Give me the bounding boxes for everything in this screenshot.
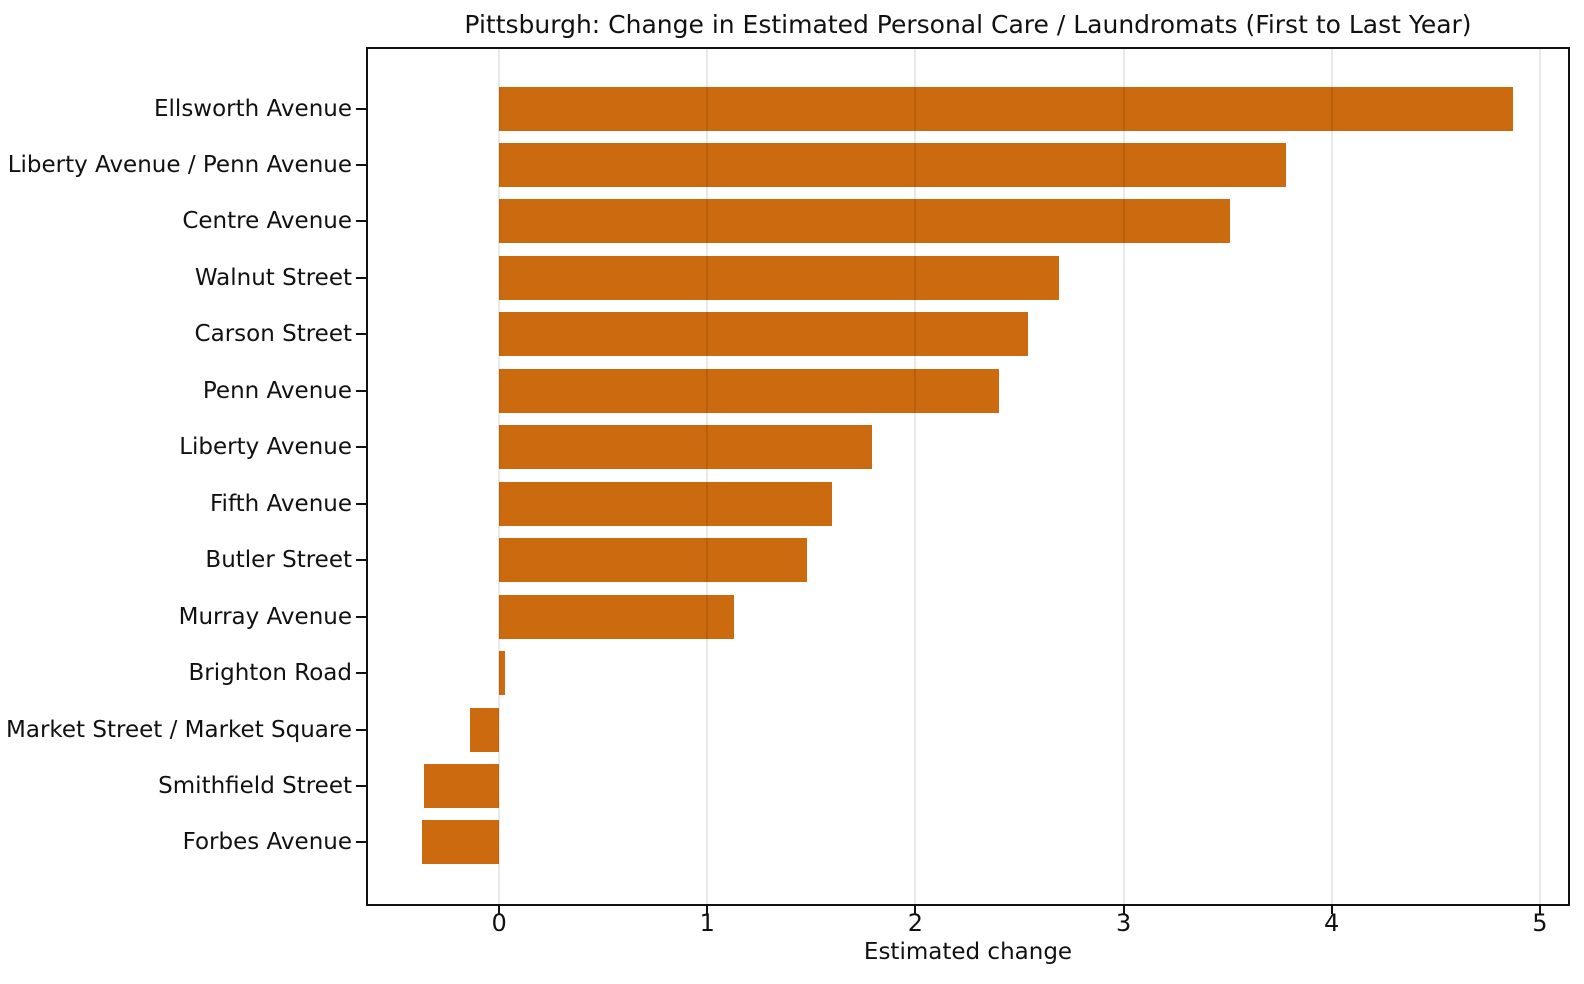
y-tick-mark (356, 615, 366, 618)
gridline-x-4 (1330, 49, 1333, 904)
y-tick-label-murray-avenue: Murray Avenue (178, 603, 352, 630)
gridline-x-0 (498, 49, 501, 904)
y-tick-mark (356, 220, 366, 223)
x-tick-mark (706, 905, 709, 914)
gridline-x-5 (1538, 49, 1541, 904)
bar-market-street-market-square (470, 707, 500, 752)
x-tick-label-0: 0 (491, 909, 507, 937)
x-tick-mark (1330, 905, 1333, 914)
bar-fifth-avenue (499, 481, 833, 526)
bar-forbes-avenue (422, 820, 500, 865)
y-tick-label-butler-street: Butler Street (205, 547, 352, 574)
bar-carson-street (499, 312, 1028, 357)
x-tick-mark (1122, 905, 1125, 914)
gridline-x-2 (914, 49, 917, 904)
y-tick-mark (356, 559, 366, 562)
y-tick-mark (356, 841, 366, 844)
y-tick-mark (356, 784, 366, 787)
x-tick-label-5: 5 (1532, 909, 1548, 937)
y-tick-mark (356, 163, 366, 166)
x-tick-label-2: 2 (907, 909, 924, 937)
y-tick-mark (356, 107, 366, 110)
y-tick-label-forbes-avenue: Forbes Avenue (182, 829, 352, 856)
plot-area (366, 47, 1570, 906)
y-tick-mark (356, 446, 366, 449)
y-tick-label-ellsworth-avenue: Ellsworth Avenue (154, 95, 352, 122)
y-tick-label-centre-avenue: Centre Avenue (182, 208, 352, 235)
x-tick-label-4: 4 (1324, 909, 1340, 937)
y-tick-mark (356, 276, 366, 279)
y-tick-mark (356, 502, 366, 505)
bar-centre-avenue (499, 199, 1230, 244)
y-tick-label-carson-street: Carson Street (194, 321, 352, 348)
y-tick-label-liberty-avenue-penn-avenue: Liberty Avenue / Penn Avenue (7, 151, 352, 178)
gridline-x-3 (1122, 49, 1125, 904)
y-tick-mark (356, 389, 366, 392)
x-tick-label-3: 3 (1115, 909, 1132, 937)
bar-brighton-road (499, 651, 506, 695)
x-tick-mark (1538, 905, 1541, 914)
y-tick-mark (356, 672, 366, 674)
y-tick-label-smithfield-street: Smithfield Street (158, 772, 352, 799)
y-tick-mark (356, 333, 366, 336)
y-tick-label-penn-avenue: Penn Avenue (202, 377, 352, 404)
y-tick-label-market-street-market-square: Market Street / Market Square (6, 716, 352, 743)
x-axis-title: Estimated change (863, 939, 1073, 965)
x-tick-mark (914, 905, 917, 914)
gridline-x-1 (706, 49, 709, 904)
y-tick-label-walnut-street: Walnut Street (194, 264, 352, 291)
bar-liberty-avenue (499, 425, 872, 470)
y-tick-label-liberty-avenue: Liberty Avenue (179, 434, 352, 461)
y-tick-label-fifth-avenue: Fifth Avenue (210, 490, 352, 517)
y-tick-label-brighton-road: Brighton Road (188, 660, 353, 686)
chart-title: Pittsburgh: Change in Estimated Personal… (464, 10, 1472, 39)
bar-ellsworth-avenue (499, 86, 1513, 131)
y-tick-mark (356, 728, 366, 731)
bar-penn-avenue (499, 368, 999, 413)
bar-liberty-avenue-penn-avenue (499, 143, 1286, 187)
bar-murray-avenue (499, 594, 735, 639)
bar-butler-street (499, 538, 808, 583)
bar-walnut-street (499, 255, 1059, 300)
x-tick-label-1: 1 (699, 909, 715, 937)
x-tick-mark (498, 905, 501, 914)
bar-smithfield-street (424, 763, 500, 808)
